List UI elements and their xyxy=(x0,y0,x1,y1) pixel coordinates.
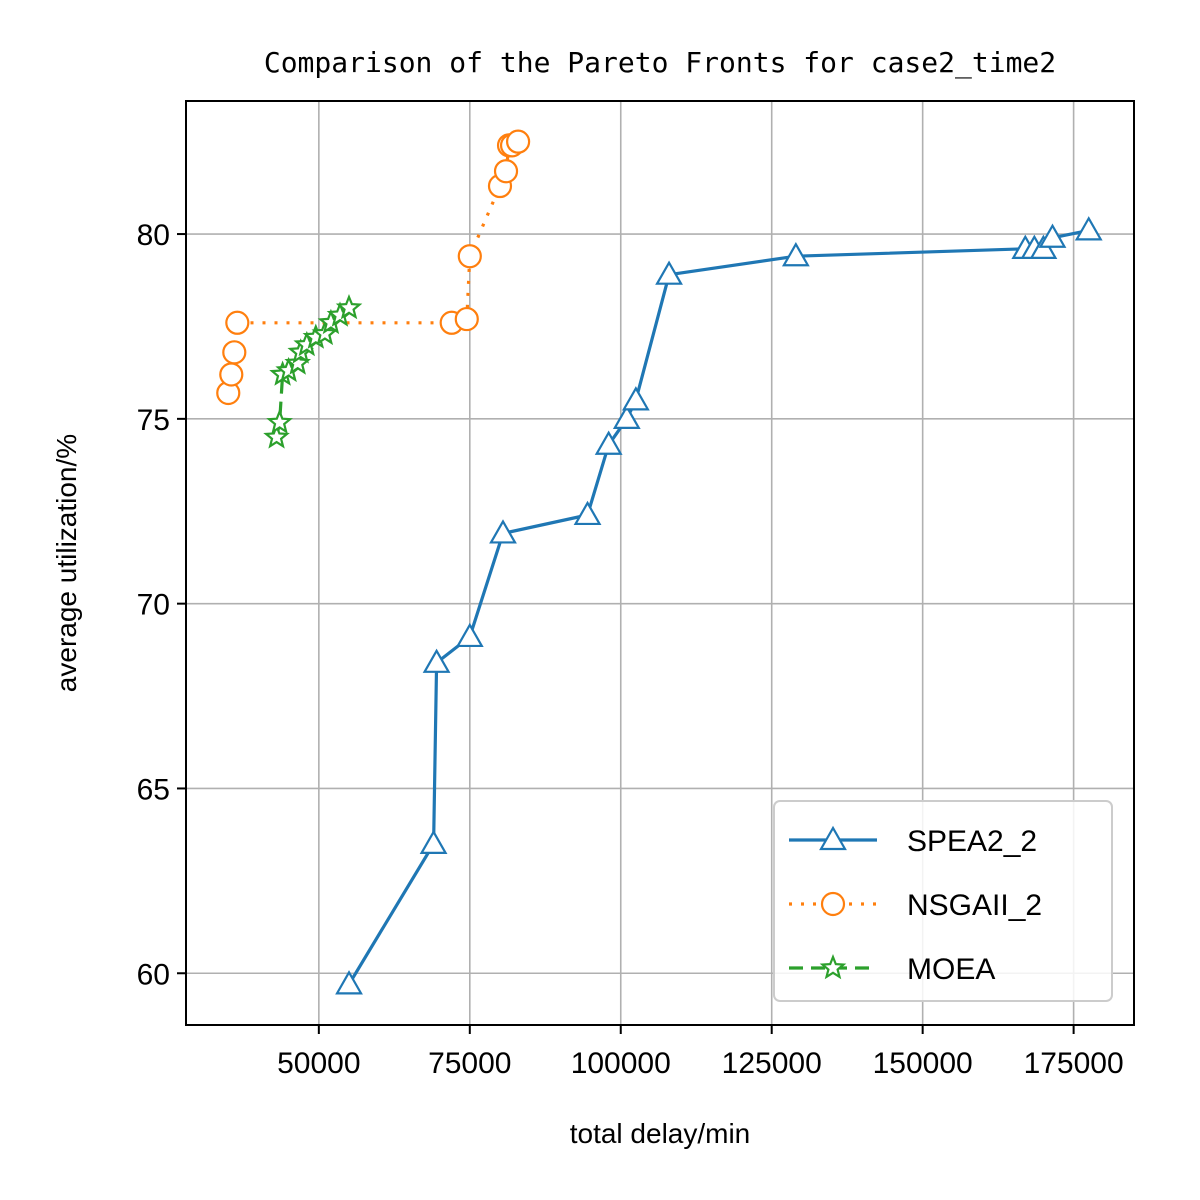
data-point xyxy=(1038,223,1067,248)
legend-marker xyxy=(819,954,847,980)
legend-marker xyxy=(819,825,847,851)
x-tick-label: 125000 xyxy=(722,1047,822,1080)
x-axis-label: total delay/min xyxy=(570,1118,751,1149)
y-tick-label: 80 xyxy=(137,219,170,252)
legend: SPEA2_2 NSGAII_2 MOEA xyxy=(773,800,1113,1002)
y-tick-label: 75 xyxy=(137,404,170,437)
data-point xyxy=(489,519,517,544)
legend-box xyxy=(773,800,1113,1002)
data-point xyxy=(419,829,448,854)
data-point xyxy=(225,310,250,335)
data-point xyxy=(219,362,244,387)
data-point xyxy=(573,500,602,526)
y-tick-label: 65 xyxy=(137,773,170,806)
data-point xyxy=(222,340,247,365)
data-point xyxy=(457,244,482,269)
x-tick-label: 50000 xyxy=(277,1047,360,1080)
y-tick-label: 60 xyxy=(137,958,170,991)
data-point xyxy=(454,306,479,332)
data-point xyxy=(1074,216,1103,241)
x-tick-label: 150000 xyxy=(873,1047,973,1080)
x-tick-label: 100000 xyxy=(571,1047,671,1080)
x-tick-label: 175000 xyxy=(1024,1047,1124,1080)
legend-label: MOEA xyxy=(907,953,995,986)
data-point xyxy=(455,622,484,648)
y-tick-label: 70 xyxy=(137,589,170,622)
data-point xyxy=(781,242,810,267)
legend-marker xyxy=(820,891,846,917)
legend-label: SPEA2_2 xyxy=(907,825,1037,858)
plot-series xyxy=(216,129,1103,995)
chart-title: Comparison of the Pareto Fronts for case… xyxy=(264,46,1056,80)
legend-label: NSGAII_2 xyxy=(907,889,1042,922)
data-point xyxy=(493,159,519,184)
plot-frame xyxy=(185,100,1135,1026)
data-point xyxy=(422,648,451,673)
data-point xyxy=(506,129,531,154)
data-point xyxy=(655,260,683,285)
data-point xyxy=(335,294,363,320)
data-point xyxy=(621,386,650,411)
y-axis-label: average utilization/% xyxy=(51,434,82,692)
data-point xyxy=(263,423,290,449)
x-tick-label: 75000 xyxy=(428,1047,511,1080)
axis-ticks: 50000 75000 100000 125000 150000 175000 60 65 70… xyxy=(137,219,1124,1080)
data-point xyxy=(594,430,623,455)
series-MOEA xyxy=(263,294,363,449)
series-SPEA2_2 xyxy=(335,216,1103,995)
data-point xyxy=(335,970,363,995)
data-point xyxy=(612,404,641,429)
data-point xyxy=(266,408,293,434)
series-NSGAII_2 xyxy=(216,129,531,406)
